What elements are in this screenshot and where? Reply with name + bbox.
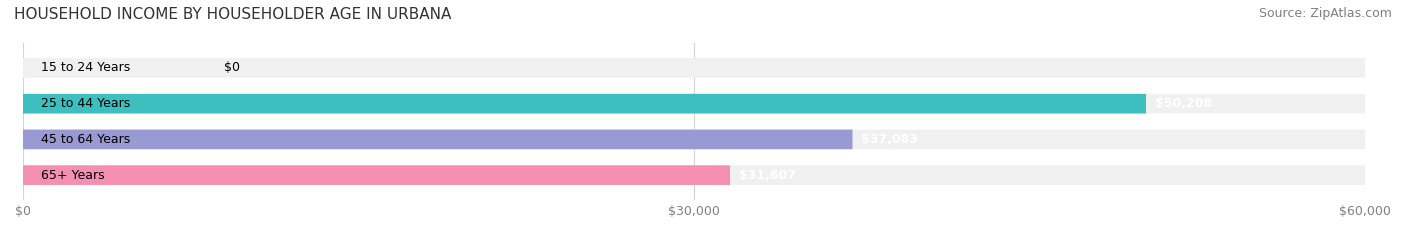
Text: 45 to 64 Years: 45 to 64 Years: [41, 133, 131, 146]
Text: Source: ZipAtlas.com: Source: ZipAtlas.com: [1258, 7, 1392, 20]
Text: HOUSEHOLD INCOME BY HOUSEHOLDER AGE IN URBANA: HOUSEHOLD INCOME BY HOUSEHOLDER AGE IN U…: [14, 7, 451, 22]
Text: 65+ Years: 65+ Years: [41, 169, 104, 182]
Text: 15 to 24 Years: 15 to 24 Years: [41, 62, 131, 75]
FancyBboxPatch shape: [22, 130, 1365, 149]
FancyBboxPatch shape: [22, 94, 1365, 113]
FancyBboxPatch shape: [22, 58, 1365, 78]
Text: 25 to 44 Years: 25 to 44 Years: [41, 97, 131, 110]
Text: $37,083: $37,083: [862, 133, 918, 146]
Text: $31,607: $31,607: [740, 169, 796, 182]
FancyBboxPatch shape: [22, 165, 730, 185]
Text: $50,208: $50,208: [1154, 97, 1212, 110]
FancyBboxPatch shape: [22, 165, 1365, 185]
FancyBboxPatch shape: [22, 130, 852, 149]
Text: $0: $0: [225, 62, 240, 75]
FancyBboxPatch shape: [22, 94, 1146, 113]
